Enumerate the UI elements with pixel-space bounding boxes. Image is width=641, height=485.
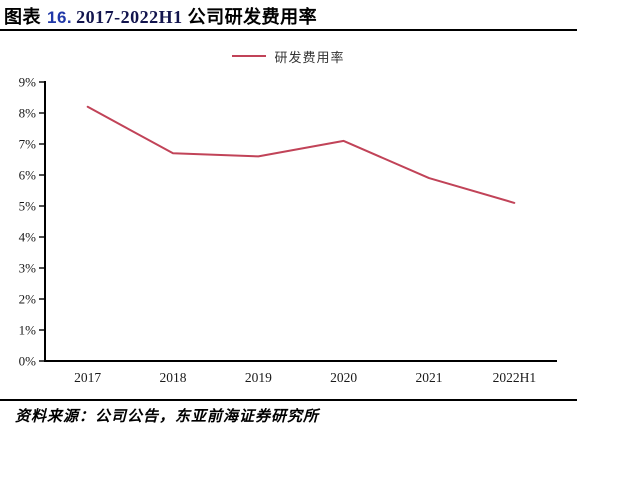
svg-text:6%: 6% — [19, 168, 37, 183]
svg-text:2019: 2019 — [245, 370, 272, 385]
line-chart: 0% 1% 2% 3% 4% 5% 6% 7% 8% 9% 2017 2018 2019 2020 2021… — [19, 75, 557, 385]
svg-text:2020: 2020 — [330, 370, 357, 385]
svg-text:9%: 9% — [19, 75, 37, 90]
footer-divider-line — [0, 399, 577, 402]
svg-text:0%: 0% — [19, 354, 37, 369]
svg-text:5%: 5% — [19, 199, 37, 214]
svg-text:2%: 2% — [19, 292, 37, 307]
svg-text:8%: 8% — [19, 106, 37, 121]
source-label: 资料来源： — [15, 409, 96, 425]
figure-title: 图表 16. 2017-2022H1 公司研发费用率 — [4, 3, 317, 27]
svg-text:2017: 2017 — [74, 370, 101, 385]
figure-title-range: 2017-2022H1 — [76, 7, 183, 27]
svg-text:2022H1: 2022H1 — [493, 370, 537, 385]
svg-text:2021: 2021 — [416, 370, 443, 385]
svg-text:4%: 4% — [19, 230, 37, 245]
source-note: 资料来源：公司公告，东亚前海证券研究所 — [15, 405, 575, 426]
svg-text:7%: 7% — [19, 137, 37, 152]
legend-series-label: 研发费用率 — [274, 49, 345, 65]
source-text: 公司公告，东亚前海证券研究所 — [95, 409, 320, 425]
svg-text:3%: 3% — [19, 261, 37, 276]
figure-title-subject: 公司研发费用率 — [187, 7, 318, 27]
svg-text:1%: 1% — [19, 323, 37, 338]
title-divider-line — [0, 29, 577, 32]
figure-title-number: 16. — [47, 8, 73, 27]
legend-line-marker — [232, 55, 267, 57]
svg-text:2018: 2018 — [160, 370, 187, 385]
chart-legend: 研发费用率 — [0, 49, 577, 65]
figure-title-prefix: 图表 — [4, 7, 41, 27]
